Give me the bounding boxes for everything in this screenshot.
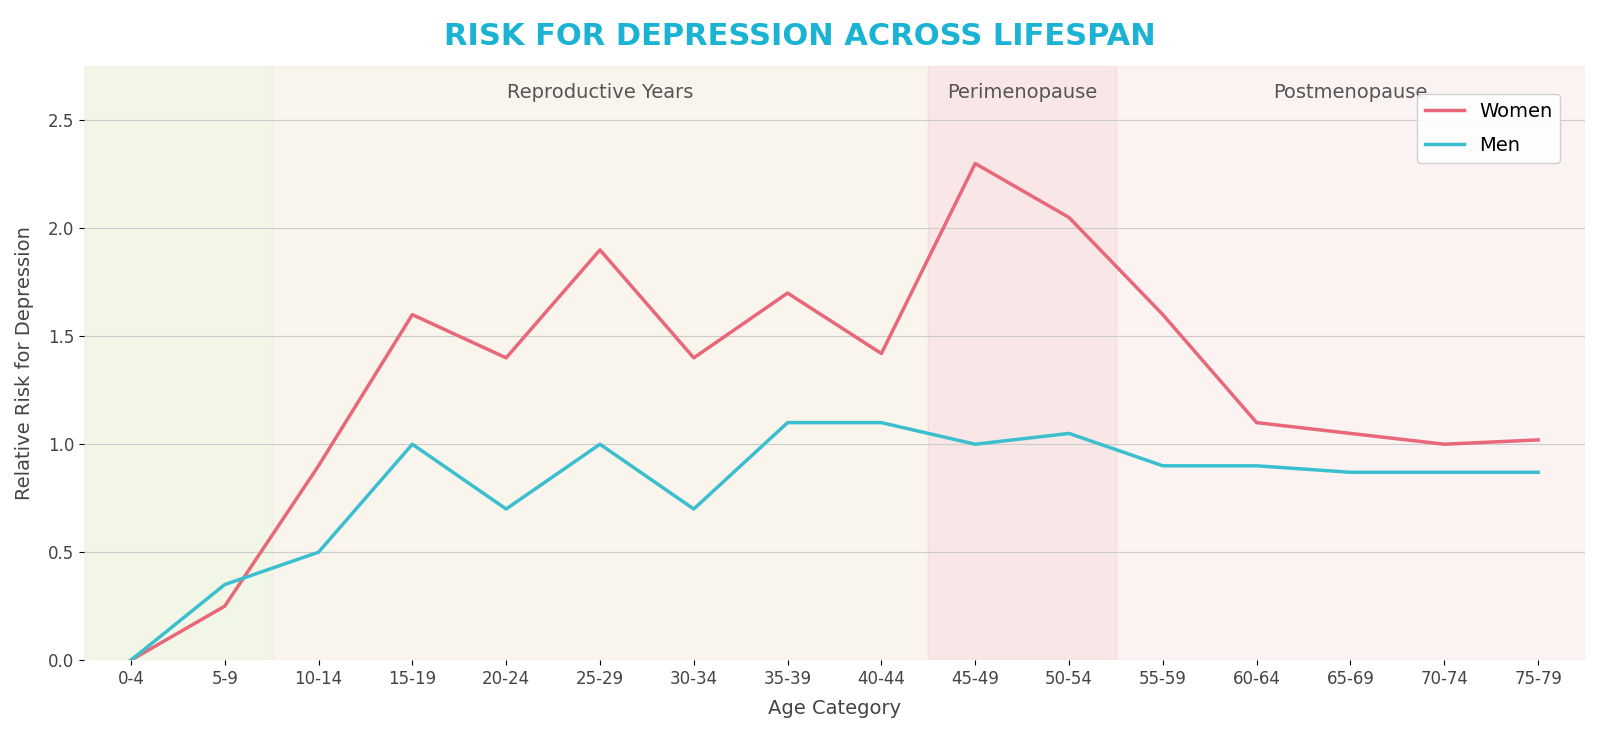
Bar <box>928 66 1115 660</box>
X-axis label: Age Category: Age Category <box>768 699 901 718</box>
Bar <box>83 66 272 660</box>
Legend: Women, Men: Women, Men <box>1418 94 1560 163</box>
Y-axis label: Relative Risk for Depression: Relative Risk for Depression <box>14 226 34 500</box>
Text: RISK FOR DEPRESSION ACROSS LIFESPAN: RISK FOR DEPRESSION ACROSS LIFESPAN <box>445 22 1155 51</box>
Text: Reproductive Years: Reproductive Years <box>507 83 693 102</box>
Bar <box>272 66 928 660</box>
Text: Perimenopause: Perimenopause <box>947 83 1098 102</box>
Text: Postmenopause: Postmenopause <box>1274 83 1427 102</box>
Bar <box>1115 66 1586 660</box>
